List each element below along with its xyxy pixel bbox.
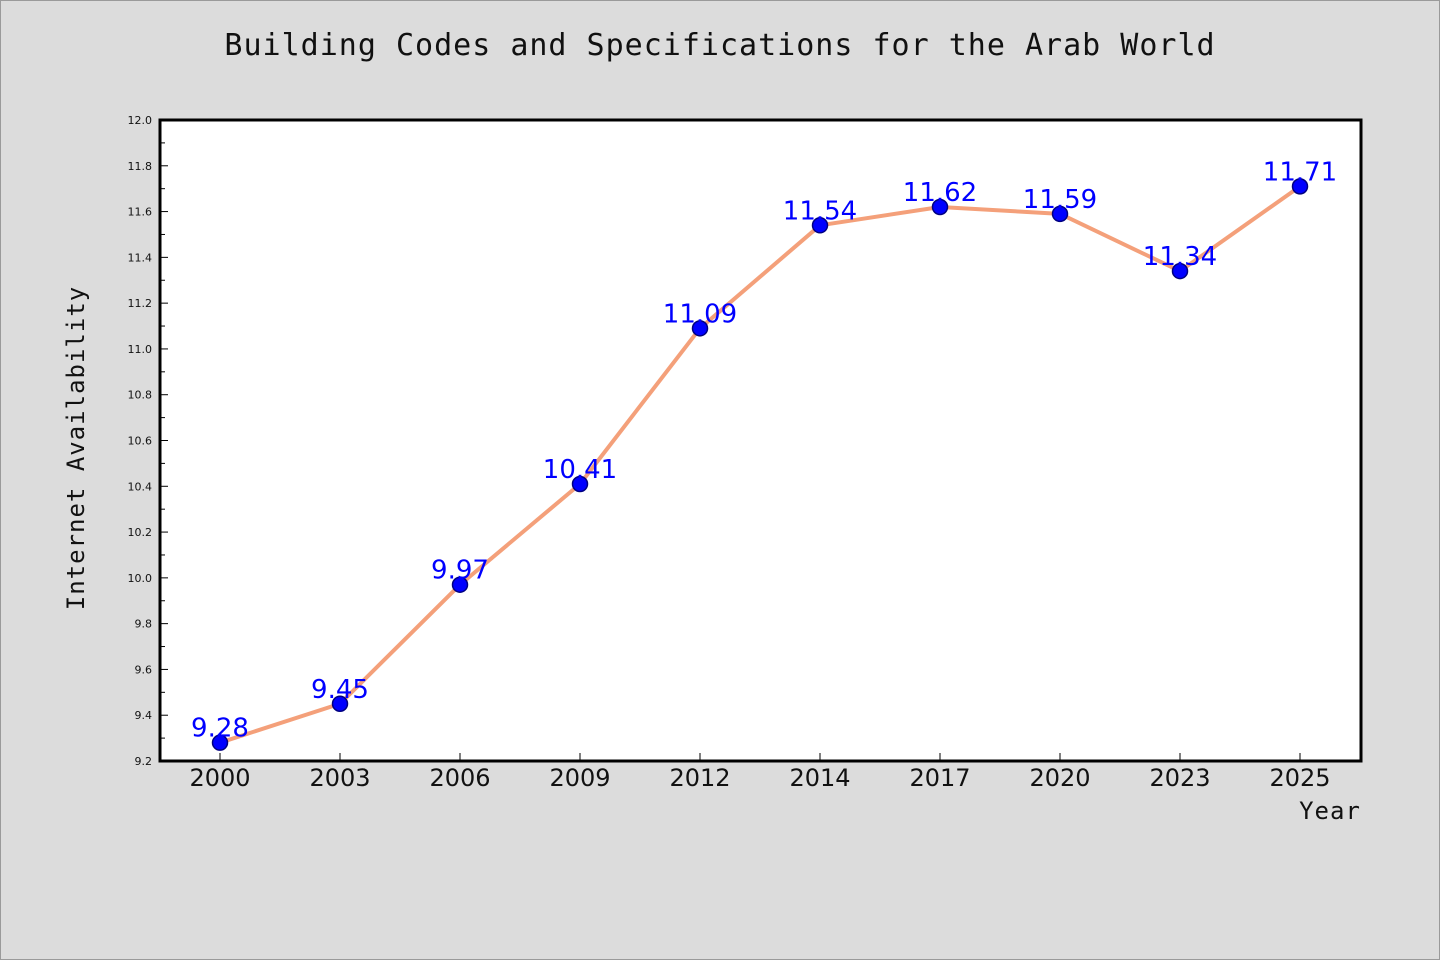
y-tick-label: 12.0	[128, 114, 153, 127]
x-tick-label: 2017	[909, 764, 970, 792]
y-tick-label: 11.4	[128, 251, 153, 264]
data-point	[571, 475, 589, 493]
data-label: 9.28	[191, 714, 249, 744]
x-tick-label: 2020	[1029, 764, 1090, 792]
data-markers	[211, 178, 1309, 751]
series-line	[219, 184, 1302, 745]
data-point	[691, 320, 709, 337]
y-tick-label: 9.6	[135, 663, 153, 676]
x-tick-label: 2025	[1269, 764, 1330, 792]
x-tick-label: 2014	[789, 764, 850, 792]
data-point	[451, 576, 469, 593]
y-tick-label: 9.8	[135, 618, 153, 631]
data-label: 9.45	[311, 675, 369, 705]
data-point	[811, 217, 829, 234]
y-tick-label: 11.0	[128, 343, 153, 356]
data-point	[1171, 262, 1189, 280]
y-tick-label: 10.0	[128, 572, 153, 585]
y-tick-label: 9.4	[135, 709, 153, 722]
data-label: 11.59	[1023, 185, 1097, 215]
data-labels: 9.28 9.45 9.97 10.41 11.09 11.54 11.62 11.59 11.…	[191, 157, 1337, 743]
x-tick-label: 2006	[429, 764, 490, 792]
data-label: 11.34	[1143, 242, 1217, 272]
x-tick-label: 2003	[309, 764, 370, 792]
y-tick-label: 11.8	[128, 160, 153, 173]
y-tick-label: 10.4	[128, 480, 153, 493]
x-tick-label: 2009	[549, 764, 610, 792]
y-tick-label: 10.2	[128, 526, 153, 539]
data-label: 10.41	[543, 455, 617, 485]
x-tick-label: 2012	[669, 764, 730, 792]
y-tick-label: 11.6	[128, 206, 153, 219]
y-axis-label: Internet Availability	[62, 286, 90, 610]
data-label: 11.71	[1263, 157, 1337, 187]
x-tick-label: 2000	[189, 764, 250, 792]
data-label: 11.09	[663, 299, 737, 329]
data-point	[1291, 178, 1309, 195]
y-tick-label: 9.2	[135, 755, 153, 768]
data-point	[931, 198, 949, 216]
data-point	[331, 695, 349, 713]
x-axis-label: Year	[1299, 797, 1361, 825]
data-point	[211, 734, 229, 751]
data-label: 11.54	[783, 196, 857, 226]
chart-title: Building Codes and Specifications for th…	[224, 28, 1216, 63]
x-axis-ticks: 2000 2003 2006 2009 2012 2014 2017 2020 2023 2025	[189, 753, 1331, 792]
y-tick-label: 11.2	[128, 297, 153, 310]
data-point	[1051, 205, 1069, 223]
y-tick-label: 10.8	[128, 389, 153, 402]
data-label: 9.97	[431, 556, 489, 586]
data-label: 11.62	[903, 178, 977, 208]
x-tick-label: 2023	[1149, 764, 1210, 792]
plot-area	[158, 118, 1363, 763]
y-axis-ticks: 9.2 9.4 9.6 9.8 10.0 10.2 10.4 10.6 10.8 11.0 11.2…	[128, 114, 168, 768]
y-tick-label: 10.6	[128, 435, 153, 448]
